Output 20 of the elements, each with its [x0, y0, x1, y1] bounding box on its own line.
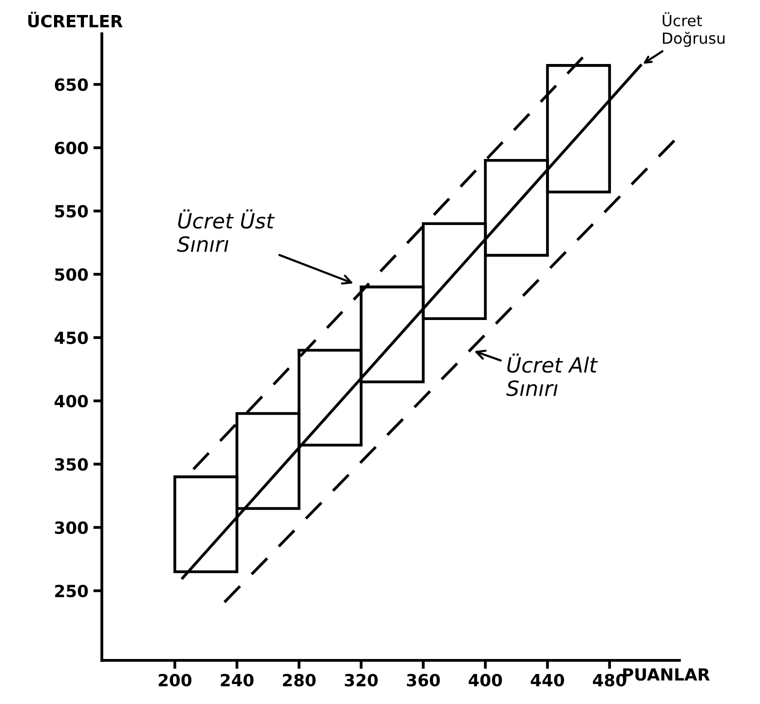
x-tick-label: 200 — [158, 674, 192, 686]
x-tick-label: 280 — [282, 674, 316, 686]
y-tick-label: 350 — [54, 458, 88, 471]
y-tick-label: 250 — [55, 584, 88, 598]
annotation: Ücret Alt Sınırı — [506, 354, 598, 396]
annotation: Ücret Üst Sınırı — [177, 209, 275, 252]
y-tick-label: 500 — [55, 268, 88, 281]
y-tick-label: 450 — [54, 332, 88, 344]
y-tick-label: 550 — [55, 204, 88, 218]
x-tick-label: 240 — [220, 674, 254, 686]
x-tick-label: 440 — [530, 674, 564, 686]
x-tick-label: 360 — [406, 674, 440, 686]
x-tick-label: 400 — [468, 674, 502, 686]
y-axis-title: ÜCRETLER — [28, 12, 123, 28]
y-tick-label: 650 — [54, 78, 88, 91]
y-tick-label: 400 — [54, 394, 88, 408]
x-tick-label: 320 — [344, 674, 378, 686]
y-tick-label: 300 — [54, 521, 88, 534]
y-tick-label: 600 — [54, 142, 88, 154]
annotation: Ücret Doğrusu — [662, 12, 724, 47]
